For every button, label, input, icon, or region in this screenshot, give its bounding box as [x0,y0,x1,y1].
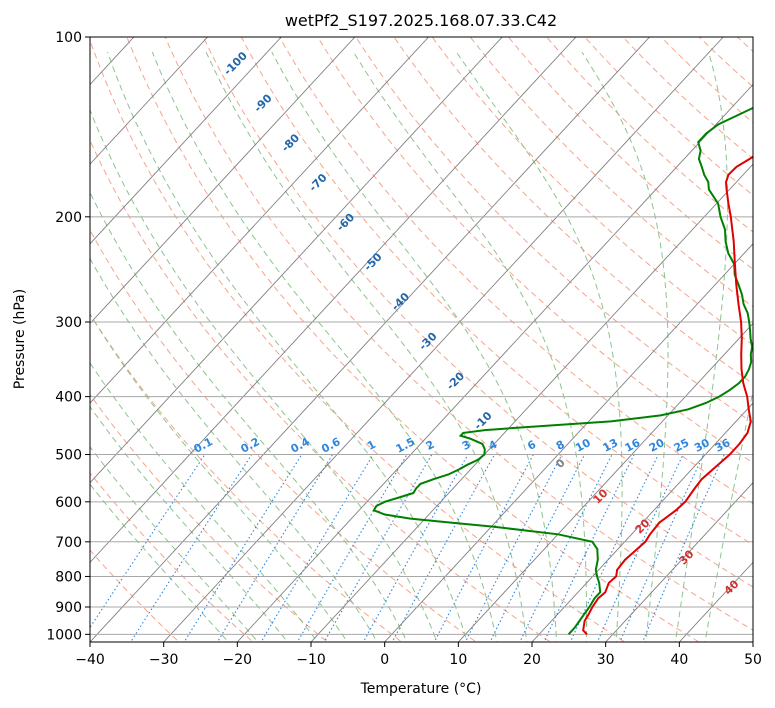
dry-adiabat-line [90,393,329,642]
mixing-ratio-line [296,454,408,642]
dry-adiabat-line [164,37,753,631]
moist-adiabat-line [271,51,558,642]
moist-adiabat-line [353,51,587,642]
y-axis-label: Pressure (hPa) [12,289,28,389]
dry-adiabats [90,37,753,642]
mixing-ratio-label: 30 [692,436,712,455]
dry-adiabat-line [240,37,753,546]
dry-adiabat-line [584,37,753,196]
dry-adiabat-line [469,37,753,308]
isotherm-line [90,37,577,564]
mixing-ratio-line [90,454,206,629]
x-axis: −40 −30 −20 −10 0 10 20 30 40 50 [75,642,762,668]
moist-adiabat-line [90,405,289,642]
moist-adiabat-line [704,388,753,642]
moist-adiabat-line [151,51,498,642]
y-axis: 1000 900 800 700 600 500 400 300 200 100 [46,30,90,643]
temperature-line [582,155,753,635]
dry-adiabat-line [202,37,753,588]
chart-title: wetPf2_S197.2025.168.07.33.C42 [285,11,557,31]
isotherm-line [237,83,753,642]
isotherm-line [384,243,753,642]
mixing-ratio-label: 20 [647,436,667,455]
moist-adiabat-line [674,51,728,642]
mixing-ratio-label: 25 [672,436,692,455]
dry-adiabat-line [279,37,753,505]
isotherm-line [458,322,753,642]
mixing-ratio-label: 16 [623,436,643,455]
moist-adiabat-line [90,257,378,642]
x-tick-label: −10 [296,652,326,668]
mixing-ratio-line [433,454,534,642]
dry-adiabat-line [622,37,753,160]
moist-adiabats [90,51,753,642]
mixing-ratio-line [216,454,334,642]
isotherm-line [531,402,753,642]
moist-adiabat-line [205,51,528,642]
isobars [90,37,753,635]
mixing-ratio-label: 10 [573,436,593,455]
isotherm-line [90,37,282,245]
isotherm-line [605,482,753,642]
x-tick-label: 20 [523,652,541,668]
moist-adiabat-line [455,51,623,642]
isotherm-line [90,37,208,165]
isotherm-line [90,37,429,404]
dry-adiabat-line [355,37,753,424]
y-tick-label: 500 [55,448,82,464]
dry-adiabat-line [90,139,552,642]
mixing-ratio-line [260,454,374,642]
mixing-ratio-line [569,454,659,642]
mixing-ratio-line [323,454,433,642]
dry-adiabat-line [126,37,700,642]
y-tick-label: 600 [55,495,82,511]
moist-adiabat-line [107,51,468,642]
x-tick-label: −30 [149,652,179,668]
moist-adiabat-line [581,51,669,642]
x-tick-label: 0 [380,652,389,668]
mixing-ratio-line [391,454,496,642]
mixing-ratio-line [183,454,303,642]
x-tick-label: 30 [597,652,615,668]
plot-frame [89,36,754,643]
moist-adiabat-line [90,313,348,642]
y-tick-label: 900 [55,600,82,616]
dewpoint-line [372,106,753,635]
isotherm-line [90,37,650,642]
isotherms [90,37,753,642]
x-tick-label: 40 [670,652,688,668]
y-tick-label: 1000 [46,627,82,643]
mixing-ratio-label: 36 [713,436,733,455]
moist-adiabat-line [90,362,319,642]
dry-adiabat-line [90,38,626,642]
y-tick-label: 300 [55,315,82,331]
y-tick-label: 100 [55,30,82,46]
x-tick-label: −40 [75,652,105,668]
isotherm-line [163,37,724,642]
x-axis-label: Temperature (°C) [360,681,482,697]
mixing-ratio-line [464,454,563,642]
moist-adiabat-line [90,108,438,642]
isotherm-line [310,163,753,642]
dry-adiabat-line [431,37,753,346]
y-tick-label: 700 [55,535,82,551]
mixing-ratio-line [619,454,705,642]
x-tick-label: 50 [744,652,762,668]
y-tick-label: 800 [55,569,82,585]
mixing-ratio-line [362,454,469,642]
mixing-ratio-line [596,454,684,642]
y-tick-label: 400 [55,390,82,406]
mixing-ratio-line [641,454,725,642]
mixing-ratio-lines [90,454,725,642]
isotherm-line [90,37,356,325]
x-tick-label: 10 [449,652,467,668]
x-tick-label: −20 [223,652,253,668]
mixing-ratio-label: 13 [601,436,621,455]
isotherm-line [90,37,503,484]
y-tick-label: 200 [55,210,82,226]
